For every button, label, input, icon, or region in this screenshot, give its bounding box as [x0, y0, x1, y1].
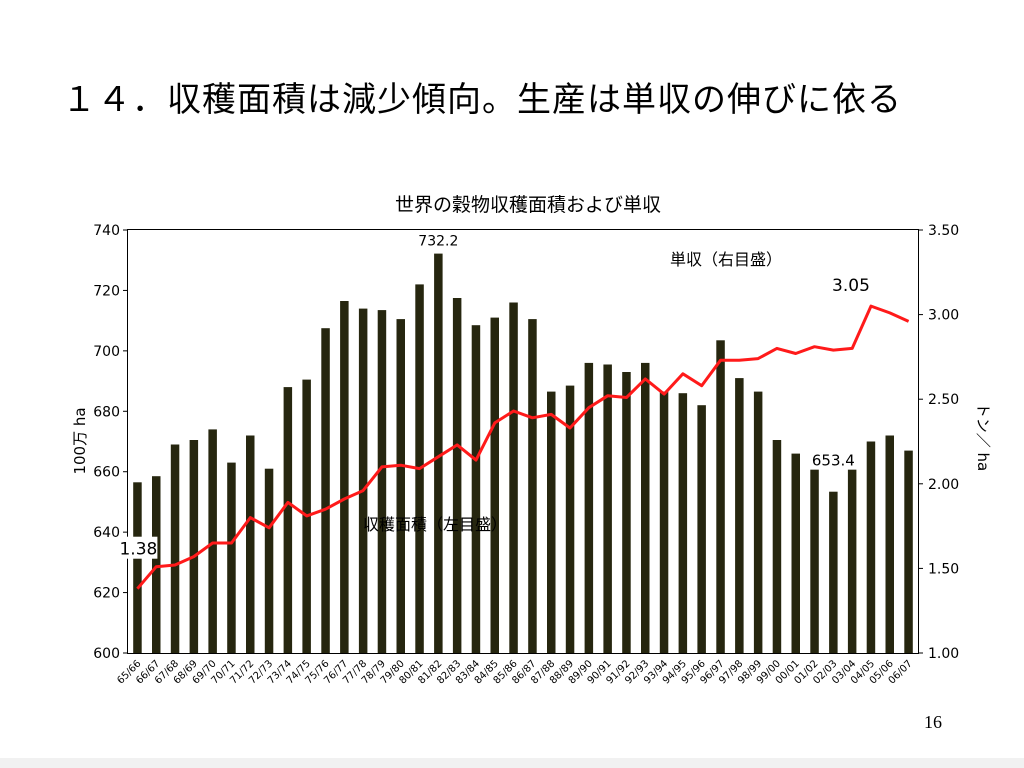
right-tick-label: 2.50 — [928, 392, 959, 408]
bars-layer — [133, 253, 913, 653]
bar-97-98 — [735, 378, 744, 653]
bar-84-85 — [490, 317, 499, 653]
bar-89-90 — [584, 362, 594, 653]
left-tick-label: 700 — [93, 344, 120, 360]
annotation-first-yield: 1.38 — [119, 540, 157, 560]
bar-92-93 — [641, 362, 650, 653]
bar-65-66 — [133, 482, 142, 653]
bar-85-86 — [509, 302, 518, 653]
left-y-axis: 600 620 640 660 680 700 720 740 — [93, 223, 128, 662]
bar-02-03 — [829, 491, 838, 653]
bar-71-72 — [246, 435, 255, 653]
bar-68-69 — [189, 440, 199, 653]
right-y-axis-label: トン／ ha — [974, 403, 992, 471]
bottom-band — [0, 758, 1024, 768]
annotation-min-area-bg — [807, 449, 860, 470]
bar-03-04 — [847, 456, 857, 653]
bar-99-00 — [772, 440, 782, 653]
bar-73-74 — [283, 387, 293, 653]
bar-67-68 — [170, 444, 180, 653]
bar-72-73 — [264, 468, 274, 653]
bar-93-94 — [659, 391, 669, 653]
legend-label-area: 収穫面積（左目盛） — [363, 515, 507, 534]
annotation-first-yield-bg — [117, 536, 158, 559]
yield-line — [136, 304, 910, 590]
bar-94-95 — [678, 393, 688, 653]
bar-83-84 — [471, 325, 481, 653]
bar-79-80 — [396, 319, 405, 653]
right-tick-label: 2.00 — [928, 477, 959, 493]
left-y-axis-label: 100万 ha — [71, 407, 89, 474]
bar-86-87 — [528, 319, 537, 653]
bar-81-82 — [434, 253, 443, 653]
bar-96-97 — [716, 340, 725, 653]
right-tick-label: 3.50 — [928, 223, 959, 239]
bar-69-70 — [208, 429, 217, 653]
bar-82-83 — [452, 298, 462, 653]
annotation-peak-yield: 3.05 — [832, 276, 870, 296]
bar-98-99 — [753, 391, 763, 653]
left-tick-label: 680 — [93, 404, 120, 420]
bar-90-91 — [603, 364, 612, 653]
bar-04-05 — [866, 441, 876, 653]
bar-78-79 — [377, 310, 387, 653]
line-layer — [136, 304, 910, 590]
plot-area-frame — [127, 229, 919, 654]
right-y-axis: 1.00 1.50 2.00 2.50 3.00 3.50 — [918, 223, 959, 662]
left-tick-label: 660 — [93, 465, 120, 481]
left-tick-label: 640 — [93, 525, 120, 541]
x-axis: 65/6666/6767/6868/6969/7070/7171/7272/73… — [115, 658, 914, 686]
bar-91-92 — [622, 372, 631, 653]
right-tick-label: 1.00 — [928, 646, 959, 662]
left-tick-label: 720 — [93, 283, 120, 299]
left-tick-label: 600 — [93, 646, 120, 662]
left-tick-label: 620 — [93, 586, 120, 602]
bar-00-01 — [791, 453, 800, 653]
bar-70-71 — [227, 462, 236, 653]
page-number: 16 — [924, 712, 942, 732]
legend-label-yield: 単収（右目盛） — [670, 250, 782, 269]
bar-06-07 — [904, 450, 913, 653]
bar-77-78 — [358, 308, 368, 653]
bar-76-77 — [340, 301, 349, 653]
bar-01-02 — [810, 452, 819, 653]
bar-87-88 — [547, 391, 556, 653]
annotation-layer: 732.2 653.4 1.38 3.05 — [117, 234, 870, 560]
left-tick-label: 740 — [93, 223, 120, 239]
bar-88-89 — [565, 385, 575, 653]
chart-title: 世界の穀物収穫面積および単収 — [395, 194, 661, 216]
bar-75-76 — [321, 328, 330, 653]
annotation-min-area: 653.4 — [812, 452, 855, 470]
bar-66-67 — [152, 476, 161, 653]
annotation-max-area: 732.2 — [418, 234, 458, 250]
right-tick-label: 3.00 — [928, 308, 959, 324]
bar-05-06 — [885, 435, 894, 653]
slide-title: １４．収穫面積は減少傾向。生産は単収の伸びに依る — [62, 80, 902, 120]
bar-95-96 — [697, 405, 706, 653]
right-tick-label: 1.50 — [928, 561, 959, 577]
